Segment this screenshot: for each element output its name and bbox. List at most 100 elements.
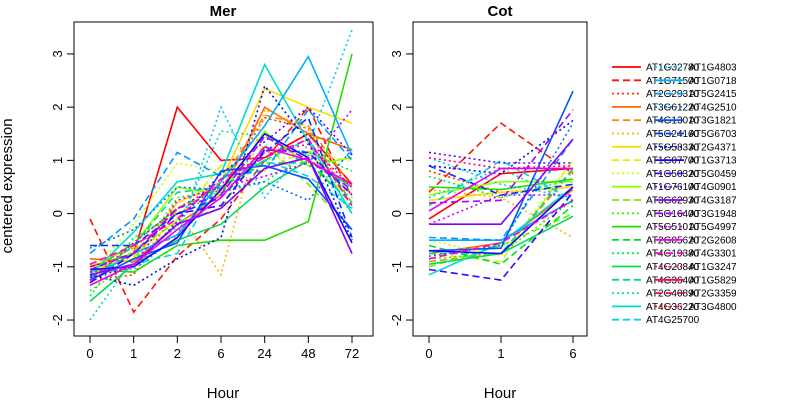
series-line [428,156,574,199]
y-tick-label: 2 [389,104,404,111]
legend-label: AT4G36220 [646,302,700,313]
legend-label: AT3G61220 [646,102,700,113]
series-line [89,138,353,265]
legend-label: AT5G51010 [646,222,700,233]
panel-mer-x-axis-label: Hour [207,385,240,400]
x-tick-label: 0 [86,346,93,361]
x-tick-label: 48 [301,346,315,361]
legend-label: AT2G3359 [689,289,737,300]
y-tick-label: -2 [389,314,404,326]
x-tick-label: 2 [174,346,181,361]
series-line [428,90,574,252]
legend-label: AT1G3713 [689,156,737,167]
series-line [428,167,574,204]
series-line [428,194,573,225]
legend-label: AT3G62930 [646,196,700,207]
legend-label: AT4G3301 [689,249,737,260]
legend-label: AT5G0459 [689,169,737,180]
x-tick-label: 1 [497,346,504,361]
legend-label: AT1G71500 [646,76,700,87]
x-tick-label: 6 [569,346,576,361]
series-line [428,191,574,281]
y-tick-label: 3 [389,50,404,57]
legend-label: AT1G0718 [689,76,737,87]
series-line [89,108,353,255]
series-line [428,156,574,170]
x-tick-label: 72 [345,346,359,361]
y-tick-label: 1 [389,157,404,164]
legend-label: AT4G0901 [689,182,737,193]
series-line [428,122,574,193]
series-line [89,53,353,273]
series-line [89,143,353,284]
legend-label: AT4G3187 [689,196,737,207]
x-tick-label: 1 [130,346,137,361]
legend-label: AT4G36400 [646,275,700,286]
panel-mer-title: Mer [210,3,237,20]
series-line [428,151,573,164]
y-tick-label: -1 [50,261,65,273]
panel-cot-series-lines [428,90,574,281]
legend-label: AT3G1821 [689,116,737,127]
series-line [428,186,574,276]
panel-mer-series-lines [89,29,353,321]
legend-label: AT2G40890 [646,289,700,300]
legend-label: AT4G19380 [646,249,700,260]
legend-label: AT1G50320 [646,169,700,180]
y-tick-label: 2 [50,104,65,111]
y-tick-label: 0 [50,210,65,217]
legend-label: AT5G58330 [646,142,700,153]
series-line [428,175,574,199]
legend-label: AT1G5829 [689,275,737,286]
panel-cot: Cot 0 1 6 -2 -1 0 1 2 3 Hour [389,3,588,402]
series-line [89,148,353,284]
legend-label: AT4G20840 [646,262,700,273]
panel-cot-x-ticks: 0 1 6 [425,336,577,361]
panel-cot-frame [412,21,588,337]
series-line [429,138,574,225]
x-tick-label: 6 [217,346,224,361]
legend: AT1G32780AT1G71500AT2G29310AT3G61220AT4G… [612,63,737,326]
series-line [89,108,353,277]
x-tick-label: 24 [257,346,271,361]
legend-label: AT2G05620 [646,235,700,246]
y-tick-label: -1 [389,261,404,273]
legend-label: AT1G07700 [646,156,700,167]
series-line [428,159,574,263]
panel-cot-title: Cot [488,3,513,20]
series-line [428,186,574,255]
series-line [428,138,574,242]
panel-cot-x-axis-label: Hour [484,385,517,400]
series-line [428,167,573,212]
legend-label: AT1G4803 [689,63,737,74]
panel-cot-y-ticks: -2 -1 0 1 2 3 [389,50,413,326]
legend-label: AT4G25700 [646,315,700,326]
legend-label: AT5G2415 [689,89,737,100]
series-line [89,146,353,287]
series-line [428,159,574,207]
series-line [89,164,353,281]
panel-mer: Mer 0 1 2 6 24 48 72 -2 -1 0 1 2 3 Hour [50,3,374,402]
legend-label: AT4G13010 [646,116,700,127]
legend-label: AT1G32780 [646,63,700,74]
y-tick-label: -2 [50,314,65,326]
legend-label: AT2G4371 [689,142,737,153]
y-axis-label: centered expression [0,118,16,253]
legend-label: AT5G6703 [689,129,737,140]
series-line [89,105,353,314]
panel-mer-x-ticks: 0 1 2 6 24 48 72 [86,336,359,361]
legend-label: AT2G2608 [689,235,737,246]
series-line [89,143,353,281]
x-tick-label: 0 [425,346,432,361]
series-line [428,204,574,266]
y-tick-label: 0 [389,210,404,217]
series-line [89,151,353,297]
panel-mer-y-ticks: -2 -1 0 1 2 3 [50,50,74,326]
series-line [89,62,353,276]
series-line [428,167,574,220]
legend-label: AT3G1948 [689,209,737,220]
legend-label: AT4G2510 [689,102,737,113]
legend-label: AT1G3247 [689,262,737,273]
